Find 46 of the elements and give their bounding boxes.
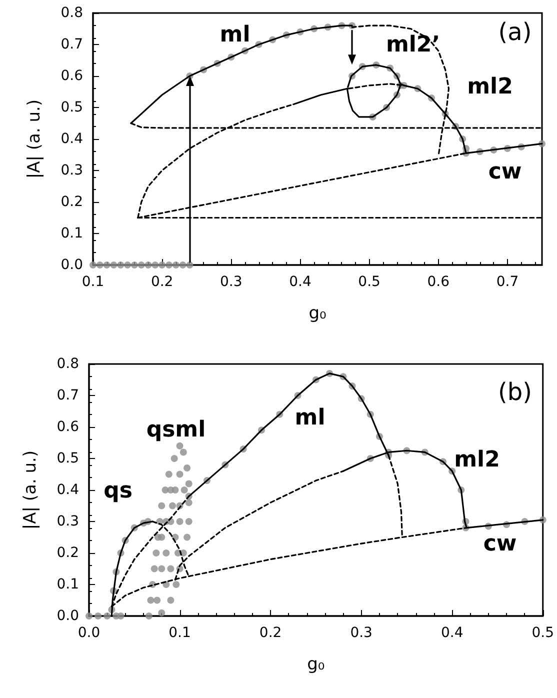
annotation: ml2 (467, 74, 513, 100)
y-tick-label: 0.1 (56, 576, 79, 592)
y-tick-label: 0.5 (56, 450, 79, 466)
annotation: qs (104, 478, 132, 504)
annotation: ml (294, 406, 326, 430)
annotation: ml2 (454, 448, 500, 472)
y-tick-label: 0.5 (60, 100, 83, 116)
y-tick-label: 0.4 (56, 482, 80, 498)
x-tick-label: 0.2 (259, 625, 282, 641)
y-tick-label: 0.2 (60, 194, 83, 210)
y-tick-label: 0.8 (60, 5, 83, 21)
y-tick-label: 0.7 (60, 36, 83, 52)
x-axis-title: g₀ (307, 654, 325, 674)
annotation: (b) (498, 378, 532, 406)
x-tick-label: 0.2 (150, 274, 174, 290)
x-tick-label: 0.7 (496, 274, 519, 290)
y-tick-label: 0.0 (56, 608, 79, 624)
y-tick-label: 0.7 (56, 388, 79, 404)
y-axis-title: |A| (a. u.) (24, 99, 44, 179)
x-tick-label: 0.5 (358, 274, 380, 290)
y-tick-label: 0.1 (60, 226, 83, 242)
x-tick-label: 0.3 (350, 625, 372, 641)
x-tick-label: 0.1 (168, 625, 191, 641)
y-tick-label: 0.3 (56, 514, 79, 530)
y-axis-title: |A| (a. u.) (20, 450, 40, 530)
x-axis-title: g₀ (308, 304, 326, 324)
y-tick-label: 0.6 (56, 419, 80, 435)
y-tick-label: 0.2 (56, 545, 79, 561)
x-tick-label: 0.5 (532, 625, 554, 641)
x-tick-label: 0.3 (220, 274, 242, 290)
annotation: ml2’ (386, 32, 440, 58)
x-tick-label: 0.1 (82, 274, 104, 290)
y-tick-label: 0.6 (60, 68, 84, 84)
annotation: cw (488, 160, 522, 184)
annotation: cw (483, 532, 517, 556)
annotation: (a) (498, 18, 532, 46)
annotation: ml (220, 22, 250, 48)
x-tick-label: 0.4 (440, 625, 464, 641)
annotation: qsml (146, 418, 206, 442)
y-tick-label: 0.3 (60, 162, 83, 178)
y-tick-label: 0.0 (60, 257, 83, 273)
y-tick-label: 0.4 (60, 131, 84, 147)
y-tick-label: 0.8 (56, 356, 79, 372)
x-tick-label: 0.0 (78, 625, 100, 641)
x-tick-label: 0.6 (427, 274, 450, 290)
x-tick-label: 0.4 (289, 274, 312, 290)
